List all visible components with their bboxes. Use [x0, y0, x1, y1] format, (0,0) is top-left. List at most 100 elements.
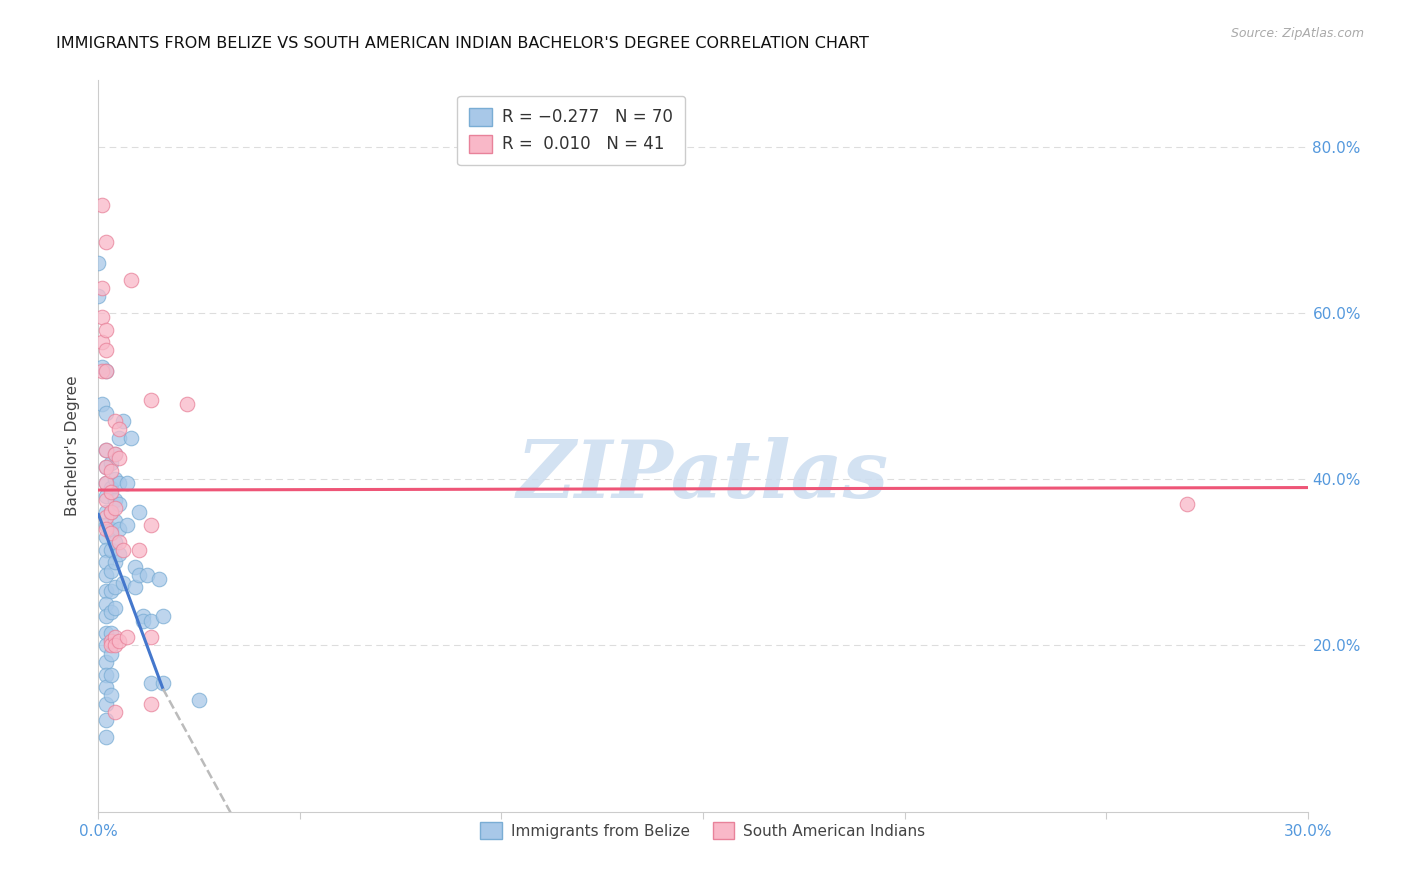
Point — [96, 476, 118, 491]
Point — [96, 697, 118, 711]
Point — [107, 431, 129, 445]
Point — [96, 343, 118, 358]
Point — [87, 289, 110, 303]
Point — [103, 414, 125, 428]
Point — [87, 256, 110, 270]
Point — [96, 530, 118, 544]
Point — [152, 676, 174, 690]
Text: ZIPatlas: ZIPatlas — [517, 436, 889, 514]
Point — [100, 647, 122, 661]
Point — [96, 639, 118, 653]
Point — [128, 506, 150, 520]
Point — [107, 451, 129, 466]
Point — [107, 634, 129, 648]
Point — [103, 501, 125, 516]
Point — [100, 542, 122, 557]
Point — [91, 335, 114, 350]
Point — [96, 406, 118, 420]
Point — [96, 730, 118, 744]
Text: Source: ZipAtlas.com: Source: ZipAtlas.com — [1230, 27, 1364, 40]
Point — [100, 506, 122, 520]
Point — [128, 542, 150, 557]
Point — [96, 459, 118, 474]
Point — [148, 572, 170, 586]
Point — [188, 692, 211, 706]
Point — [100, 564, 122, 578]
Point — [139, 676, 162, 690]
Text: IMMIGRANTS FROM BELIZE VS SOUTH AMERICAN INDIAN BACHELOR'S DEGREE CORRELATION CH: IMMIGRANTS FROM BELIZE VS SOUTH AMERICAN… — [56, 36, 869, 51]
Point — [103, 534, 125, 549]
Point — [91, 281, 114, 295]
Point — [120, 431, 142, 445]
Point — [107, 547, 129, 561]
Point — [132, 614, 155, 628]
Point — [135, 567, 157, 582]
Point — [103, 493, 125, 508]
Point — [96, 476, 118, 491]
Point — [96, 667, 118, 681]
Point — [103, 555, 125, 569]
Point — [96, 518, 118, 533]
Point — [96, 235, 118, 250]
Y-axis label: Bachelor's Degree: Bachelor's Degree — [65, 376, 80, 516]
Point — [103, 705, 125, 719]
Point — [176, 397, 198, 411]
Point — [96, 655, 118, 669]
Point — [91, 359, 114, 374]
Point — [96, 443, 118, 458]
Point — [96, 493, 118, 508]
Point — [96, 509, 118, 524]
Point — [96, 680, 118, 694]
Point — [91, 310, 114, 325]
Point — [124, 559, 146, 574]
Point — [139, 518, 162, 533]
Point — [96, 584, 118, 599]
Point — [91, 198, 114, 212]
Point — [96, 522, 118, 536]
Point — [100, 464, 122, 478]
Point — [103, 630, 125, 644]
Point — [91, 364, 114, 378]
Point — [139, 393, 162, 408]
Point — [100, 484, 122, 499]
Point — [115, 476, 138, 491]
Point — [96, 626, 118, 640]
Point — [96, 542, 118, 557]
Point — [100, 456, 122, 470]
Point — [120, 273, 142, 287]
Point — [124, 580, 146, 594]
Point — [100, 639, 122, 653]
Point — [96, 609, 118, 624]
Point — [96, 459, 118, 474]
Point — [107, 476, 129, 491]
Point — [100, 667, 122, 681]
Point — [96, 555, 118, 569]
Point — [96, 506, 118, 520]
Legend: Immigrants from Belize, South American Indians: Immigrants from Belize, South American I… — [471, 813, 935, 848]
Point — [111, 542, 134, 557]
Point — [100, 526, 122, 541]
Point — [1175, 497, 1198, 511]
Point — [103, 580, 125, 594]
Point — [100, 689, 122, 703]
Point — [139, 630, 162, 644]
Point — [152, 609, 174, 624]
Point — [103, 639, 125, 653]
Point — [100, 626, 122, 640]
Point — [96, 714, 118, 728]
Point — [96, 364, 118, 378]
Point — [103, 472, 125, 486]
Point — [100, 481, 122, 495]
Point — [100, 605, 122, 619]
Point — [132, 609, 155, 624]
Point — [103, 514, 125, 528]
Point — [128, 567, 150, 582]
Point — [100, 506, 122, 520]
Point — [96, 323, 118, 337]
Point — [107, 534, 129, 549]
Point — [115, 518, 138, 533]
Point — [100, 584, 122, 599]
Point — [111, 576, 134, 591]
Point — [139, 697, 162, 711]
Point — [96, 597, 118, 611]
